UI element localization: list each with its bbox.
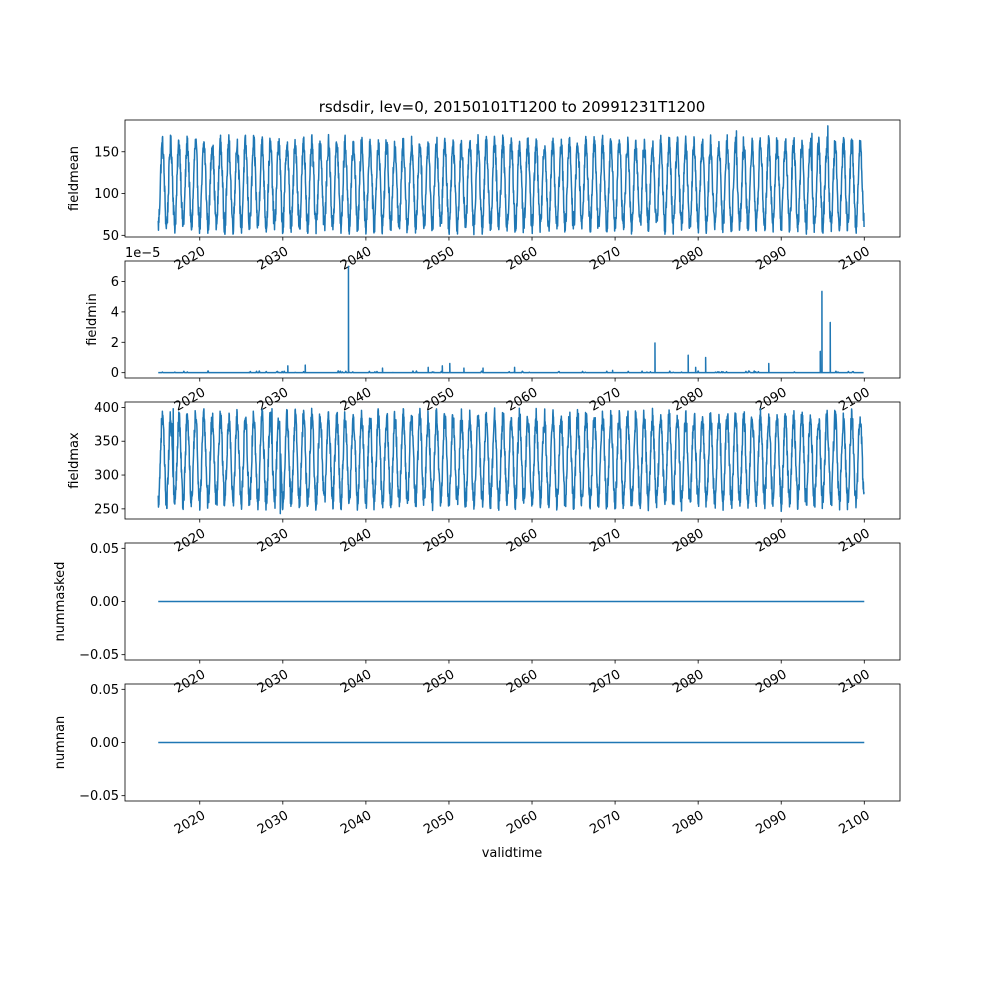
x-tick-label: 2050 [421,808,457,838]
y-tick-label: −0.05 [79,789,119,804]
x-tick-label: 2090 [753,526,789,556]
y-tick-label: 2 [111,336,119,351]
figure-title: rsdsdir, lev=0, 20150101T1200 to 2099123… [319,98,706,116]
x-tick-label: 2070 [587,526,623,556]
x-tick-label: 2100 [837,808,873,838]
panels: 50 100 150 2020 2030 2040 2050 2060 2070 2080 2090… [53,119,901,838]
x-tick-label: 2100 [837,526,873,556]
x-tick-label: 2060 [504,526,540,556]
y-axis-label: fieldmin [85,293,100,346]
y-tick-label: 4 [111,305,119,320]
x-axis-label: validtime [482,846,543,861]
panel-fieldmean: 50 100 150 2020 2030 2040 2050 2060 2070 2080 2090… [67,119,901,274]
x-tick-label: 2050 [421,385,457,415]
panel-numnan: −0.05 0.00 0.05 2020 2030 2040 2050 2060 2070 208… [53,683,901,838]
x-tick-label: 2040 [338,667,374,697]
x-tick-label: 2070 [587,808,623,838]
y-axis-label: numnan [53,716,68,770]
x-tick-label: 2090 [753,244,789,274]
panel-fieldmin: 0 2 4 6 2020 2030 2040 2050 2060 2070 2080 2090 2100… [85,246,901,415]
axes-frame [124,119,901,238]
x-tick-label: 2020 [172,385,208,415]
y-axis-label: fieldmax [67,432,82,489]
x-tick-label: 2050 [421,667,457,697]
x-tick-label: 2080 [670,808,706,838]
y-tick-label: 0 [111,366,119,381]
y-tick-label: 150 [94,145,119,160]
y-tick-label: 0.00 [90,736,119,751]
x-tick-label: 2100 [837,244,873,274]
x-tick-label: 2060 [504,808,540,838]
y-tick-label: 0.05 [90,683,119,698]
x-tick-label: 2070 [587,385,623,415]
x-tick-label: 2030 [255,244,291,274]
x-tick-label: 2040 [338,385,374,415]
y-tick-label: −0.05 [79,648,119,663]
y-tick-label: 50 [102,229,119,244]
y-tick-label: 0.05 [90,542,119,557]
x-tick-label: 2050 [421,526,457,556]
y-tick-label: 400 [94,401,119,416]
x-tick-label: 2060 [504,667,540,697]
x-tick-label: 2080 [670,244,706,274]
x-tick-label: 2030 [255,385,291,415]
x-tick-label: 2070 [587,667,623,697]
x-tick-label: 2060 [504,385,540,415]
y-axis-label: fieldmean [67,146,82,211]
series-line-fieldmean [157,125,865,236]
y-offset-label: 1e−5 [125,246,160,261]
x-tick-label: 2100 [837,667,873,697]
y-tick-label: 350 [94,435,119,450]
y-axis-label: nummasked [53,562,68,642]
panel-fieldmax: 250 300 350 400 2020 2030 2040 2050 2060 2070 2080… [67,401,901,556]
x-tick-label: 2030 [255,526,291,556]
y-tick-label: 6 [111,275,119,290]
x-tick-label: 2040 [338,244,374,274]
y-tick-label: 300 [94,469,119,484]
y-tick-label: 250 [94,502,119,517]
x-tick-label: 2080 [670,526,706,556]
series-line-fieldmax [157,407,865,515]
x-tick-label: 2050 [421,244,457,274]
series-line-fieldmin [158,265,864,374]
axes-frame [124,260,901,379]
x-tick-label: 2090 [753,808,789,838]
x-tick-label: 2100 [837,385,873,415]
x-tick-label: 2040 [338,526,374,556]
y-tick-label: 0.00 [90,595,119,610]
x-tick-label: 2080 [670,667,706,697]
x-tick-label: 2080 [670,385,706,415]
x-tick-label: 2060 [504,244,540,274]
x-tick-label: 2020 [172,808,208,838]
x-tick-label: 2020 [172,667,208,697]
axes-frame [124,401,901,520]
x-tick-label: 2090 [753,385,789,415]
x-tick-label: 2030 [255,808,291,838]
y-tick-label: 100 [94,187,119,202]
x-tick-label: 2020 [172,526,208,556]
x-tick-label: 2090 [753,667,789,697]
x-tick-label: 2020 [172,244,208,274]
x-tick-label: 2030 [255,667,291,697]
panel-nummasked: −0.05 0.00 0.05 2020 2030 2040 2050 2060 2070 208… [53,542,901,697]
x-tick-label: 2070 [587,244,623,274]
x-tick-label: 2040 [338,808,374,838]
